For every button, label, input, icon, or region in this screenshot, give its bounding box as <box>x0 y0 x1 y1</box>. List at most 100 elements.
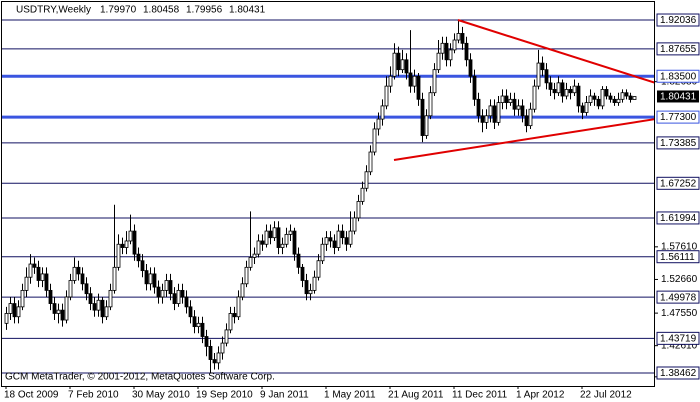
level-label-box <box>656 366 700 380</box>
candle-body <box>376 118 381 130</box>
candle-body <box>620 92 625 100</box>
candle-body <box>604 89 609 97</box>
candle-body <box>568 89 573 94</box>
candle-body <box>432 69 437 94</box>
level-label: 1.61994 <box>660 213 697 224</box>
x-tick-label: 1 May 2011 <box>324 390 376 401</box>
y-tick-label: 1.57610 <box>661 241 698 252</box>
candle-body <box>340 230 345 239</box>
y-tick-label: 1.42610 <box>661 340 698 351</box>
candle-body <box>584 102 589 113</box>
candle-body <box>364 171 369 189</box>
level-label: 1.92036 <box>660 15 697 26</box>
candle-body <box>512 98 517 110</box>
candle-body <box>628 95 633 100</box>
x-tick-label: 7 Feb 2010 <box>68 390 119 401</box>
candle-body <box>284 233 289 245</box>
candle-body <box>156 286 161 298</box>
level-label: 1.67252 <box>660 178 697 189</box>
candle-body <box>600 89 605 107</box>
candle-body <box>24 276 29 291</box>
candle-body <box>500 95 505 104</box>
candle-body <box>56 309 61 314</box>
x-tick-label: 19 Sep 2010 <box>196 390 253 401</box>
candle-body <box>164 280 169 291</box>
candle-body <box>484 115 489 123</box>
candle-body <box>472 75 477 100</box>
candle-body <box>232 313 237 318</box>
candle-body <box>160 289 165 298</box>
candle-body <box>252 253 257 258</box>
candle-body <box>244 266 249 285</box>
candle-body <box>144 270 149 285</box>
candle-body <box>548 82 553 90</box>
y-tick-label: 1.52660 <box>661 274 698 285</box>
candle-body <box>84 283 89 295</box>
candle-body <box>328 237 333 242</box>
candle-body <box>560 82 565 97</box>
level-label: 1.83500 <box>660 71 697 82</box>
candle-body <box>112 266 117 291</box>
level-label-box <box>656 250 700 264</box>
price-label: 1.80431 <box>660 92 697 103</box>
candle-body <box>128 230 133 242</box>
candle-body <box>324 237 329 245</box>
candle-body <box>20 289 25 308</box>
candle-body <box>28 263 33 278</box>
candle-body <box>416 75 421 100</box>
candle-body <box>16 306 21 318</box>
header-value: 1.79956 <box>186 5 223 16</box>
level-label-box <box>656 290 700 304</box>
candle-body <box>224 329 229 344</box>
level-label: 1.77300 <box>660 112 697 123</box>
candle-body <box>108 289 113 308</box>
candle-body <box>348 230 353 245</box>
candle-body <box>612 98 617 104</box>
plot-frame <box>1 1 655 387</box>
candle-body <box>508 98 513 104</box>
candle-body <box>592 95 597 100</box>
candle-body <box>520 105 525 117</box>
candle-body <box>288 230 293 235</box>
candle-body <box>296 253 301 268</box>
candle-body <box>572 85 577 94</box>
candle-body <box>44 273 49 291</box>
level-label-box <box>656 110 700 124</box>
candle-body <box>392 52 397 77</box>
level-label: 1.49978 <box>660 292 697 303</box>
candle-body <box>388 75 393 87</box>
candle-body <box>596 98 601 107</box>
candle-body <box>228 313 233 331</box>
level-label-box <box>656 176 700 190</box>
candle-body <box>76 266 81 275</box>
candle-body <box>96 299 101 311</box>
candle-body <box>336 230 341 248</box>
candle-body <box>264 230 269 245</box>
candle-body <box>588 95 593 104</box>
candle-body <box>80 273 85 285</box>
overlay: USDTRY,Weekly GCM MetaTrader, © 2001-201… <box>4 5 700 401</box>
x-tick-label: 30 May 2010 <box>132 390 190 401</box>
candle-body <box>488 105 493 117</box>
level-label: 1.87655 <box>660 44 697 55</box>
candle-body <box>240 283 245 298</box>
plot-area <box>2 19 654 374</box>
candle-body <box>268 230 273 239</box>
level-label: 1.43719 <box>660 333 697 344</box>
candle-body <box>524 115 529 127</box>
candle-body <box>68 280 73 298</box>
candle-body <box>396 52 401 71</box>
candle-body <box>292 230 297 255</box>
candle-body <box>464 42 469 61</box>
level-label-box <box>656 211 700 225</box>
candle-body <box>424 115 429 136</box>
candle-body <box>188 306 193 318</box>
level-label-box <box>656 331 700 345</box>
candle-body <box>344 237 349 245</box>
level-label-box <box>656 69 700 83</box>
x-tick-label: 18 Oct 2009 <box>4 390 59 401</box>
candle-body <box>536 62 541 87</box>
candle-body <box>468 59 473 77</box>
